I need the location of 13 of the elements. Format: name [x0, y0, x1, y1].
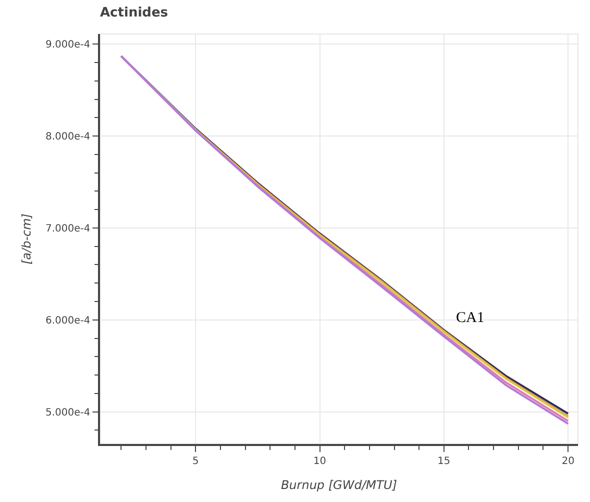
y-tick-label: 5.000e-4	[45, 407, 90, 418]
y-tick-label: 7.000e-4	[45, 223, 90, 234]
y-tick-label: 6.000e-4	[45, 315, 90, 326]
x-axis-title: Burnup [GWd/MTU]	[280, 478, 398, 492]
x-tick-label: 10	[313, 456, 326, 467]
x-tick-label: 15	[438, 456, 450, 467]
y-axis-title: [a/b-cm]	[19, 213, 34, 264]
x-tick-label: 20	[562, 456, 574, 467]
y-tick-label: 9.000e-4	[45, 40, 90, 51]
x-tick-label: 5	[192, 456, 199, 467]
annotation: CA1	[456, 310, 484, 326]
y-tick-label: 8.000e-4	[45, 132, 90, 143]
chart-title: Actinides	[100, 6, 168, 21]
